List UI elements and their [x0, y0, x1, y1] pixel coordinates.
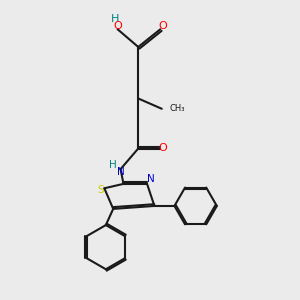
Text: O: O [113, 21, 122, 31]
Text: CH₃: CH₃ [169, 104, 184, 113]
Text: O: O [159, 143, 168, 153]
Text: N: N [147, 174, 154, 184]
Text: H: H [111, 14, 120, 24]
Text: O: O [159, 21, 168, 31]
Text: S: S [98, 185, 104, 195]
Text: N: N [117, 167, 124, 177]
Text: H: H [109, 160, 117, 170]
